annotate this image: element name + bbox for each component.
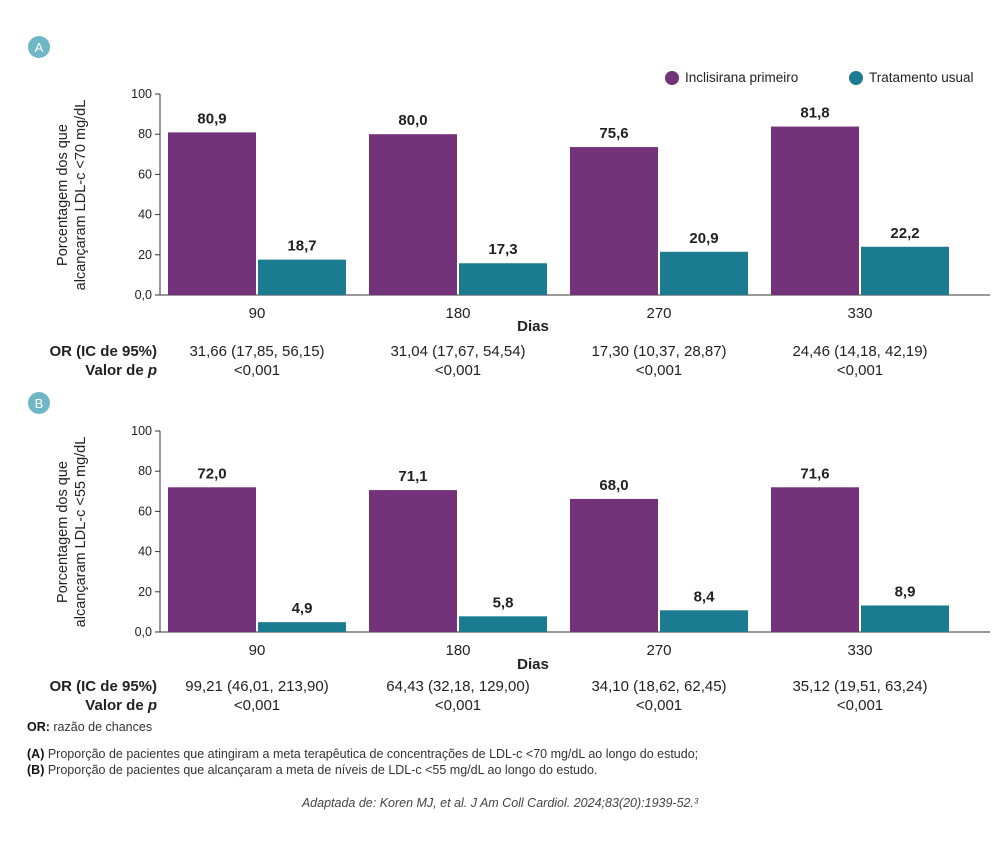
- panel-b-data-label-s1-90: 72,0: [197, 465, 226, 482]
- footnote-or: OR: razão de chances: [27, 720, 152, 734]
- panel-a-p-label: Valor de p: [85, 362, 157, 379]
- panel-a-badge-label: A: [35, 40, 44, 55]
- panel-b-data-label-s2-90: 4,9: [292, 600, 313, 617]
- panel-a-data-label-s2-90: 18,7: [287, 238, 316, 255]
- panel-a-ytick-label: 0,0: [135, 288, 152, 302]
- panel-b-ytick-label: 60: [138, 504, 152, 518]
- panel-b-or-value: 64,43 (32,18, 129,00): [386, 678, 529, 695]
- panel-a-xtick-label: 330: [847, 305, 872, 322]
- panel-b-xtick-label: 330: [847, 642, 872, 659]
- panel-a-bar-s1-90: [168, 132, 256, 295]
- panel-b-ytick-label: 80: [138, 464, 152, 478]
- panel-b-badge-label: B: [35, 396, 44, 411]
- legend-label-secondary: Tratamento usual: [869, 70, 974, 85]
- panel-a-p-value: <0,001: [435, 362, 481, 379]
- panel-a-or-value: 31,66 (17,85, 56,15): [189, 343, 324, 360]
- legend-label-primary: Inclisirana primeiro: [685, 70, 798, 85]
- panel-b-or-value: 99,21 (46,01, 213,90): [185, 678, 328, 695]
- panel-b-xtick-label: 90: [249, 642, 266, 659]
- legend-swatch-primary: [665, 71, 679, 85]
- panel-b-bar-s2-180: [459, 616, 547, 632]
- panel-a-data-label-s2-270: 20,9: [689, 230, 718, 247]
- panel-a-bar-s2-90: [258, 259, 346, 295]
- footnote-b-text: Proporção de pacientes que alcançaram a …: [44, 763, 598, 777]
- panel-b-data-label-s2-180: 5,8: [493, 594, 514, 611]
- panel-b-data-label-s2-330: 8,9: [895, 583, 916, 600]
- panel-a-or-value: 17,30 (10,37, 28,87): [591, 343, 726, 360]
- panel-b-ytick-label: 100: [131, 424, 152, 438]
- panel-b-bar-s2-90: [258, 622, 346, 632]
- panel-a-p-label-var: p: [147, 362, 157, 379]
- footnote-a-text: Proporção de pacientes que atingiram a m…: [44, 747, 699, 761]
- panel-a-bar-s1-330: [771, 126, 859, 295]
- footnote-or-text: razão de chances: [49, 720, 153, 734]
- panel-b-bar-s2-330: [861, 605, 949, 632]
- panel-b-xlabel: Dias: [517, 656, 549, 673]
- panel-b-bar-s1-330: [771, 487, 859, 632]
- panel-b-ytick-label: 20: [138, 585, 152, 599]
- panel-b-badge: [28, 392, 50, 414]
- panel-b-bar-s1-270: [570, 498, 658, 632]
- panel-a-xtick-label: 180: [445, 305, 470, 322]
- footnote-or-abbrev: OR:: [27, 720, 50, 734]
- panel-b-bar-s1-90: [168, 487, 256, 632]
- panel-a-data-label-s2-330: 22,2: [890, 225, 919, 242]
- panel-b-p-value: <0,001: [435, 697, 481, 714]
- panel-a-xtick-label: 90: [249, 305, 266, 322]
- panel-a-ytick-label: 100: [131, 87, 152, 101]
- panel-a-p-value: <0,001: [636, 362, 682, 379]
- panel-b-data-label-s2-270: 8,4: [694, 588, 716, 605]
- source-citation: Adaptada de: Koren MJ, et al. J Am Coll …: [301, 796, 699, 810]
- panel-b-data-label-s1-270: 68,0: [599, 477, 628, 494]
- panel-a-xtick-label: 270: [646, 305, 671, 322]
- panel-a-bar-s1-180: [369, 134, 457, 295]
- panel-b-ylabel-line2: alcançaram LDL-c <55 mg/dL: [73, 437, 89, 628]
- panel-a-bar-s2-330: [861, 246, 949, 295]
- legend-swatch-secondary: [849, 71, 863, 85]
- panel-a-data-label-s1-180: 80,0: [398, 112, 427, 129]
- panel-b-ylabel-line1: Porcentagem dos que: [55, 461, 71, 603]
- panel-b-ytick-label: 0,0: [135, 625, 152, 639]
- panel-a-or-value: 24,46 (14,18, 42,19): [792, 343, 927, 360]
- panel-b-bar-s1-180: [369, 490, 457, 632]
- panel-a-or-label: OR (IC de 95%): [49, 343, 157, 360]
- panel-b-or-label: OR (IC de 95%): [49, 678, 157, 695]
- panel-b-data-label-s1-330: 71,6: [800, 465, 829, 482]
- panel-b-bar-s2-270: [660, 610, 748, 632]
- panel-b-or-value: 35,12 (19,51, 63,24): [792, 678, 927, 695]
- panel-b-or-value: 34,10 (18,62, 62,45): [591, 678, 726, 695]
- panel-a-bar-s1-270: [570, 147, 658, 295]
- panel-a-ylabel-line1: Porcentagem dos que: [55, 124, 71, 266]
- footnote-b-label: (B): [27, 763, 45, 777]
- panel-b-p-value: <0,001: [837, 697, 883, 714]
- footnote-a-label: (A): [27, 747, 45, 761]
- panel-a-data-label-s1-330: 81,8: [800, 105, 829, 122]
- panel-a-ytick-label: 40: [138, 208, 152, 222]
- panel-a-ytick-label: 60: [138, 167, 152, 181]
- panel-b-xtick-label: 270: [646, 642, 671, 659]
- panel-b-xtick-label: 180: [445, 642, 470, 659]
- panel-b-p-value: <0,001: [636, 697, 682, 714]
- footnote-a: (A) Proporção de pacientes que atingiram…: [27, 747, 698, 761]
- panel-b-p-label: Valor de p: [85, 697, 157, 714]
- panel-b-ytick-label: 40: [138, 545, 152, 559]
- panel-b-p-label-var: p: [147, 697, 157, 714]
- panel-a-p-value: <0,001: [837, 362, 883, 379]
- footnote-b: (B) Proporção de pacientes que alcançara…: [27, 763, 597, 777]
- panel-a-ytick-label: 20: [138, 248, 152, 262]
- panel-a-p-value: <0,001: [234, 362, 280, 379]
- panel-b-data-label-s1-180: 71,1: [398, 468, 427, 485]
- panel-a-bar-s2-180: [459, 263, 547, 295]
- panel-a-data-label-s1-90: 80,9: [197, 110, 226, 127]
- panel-a-xlabel: Dias: [517, 318, 549, 335]
- panel-a-data-label-s2-180: 17,3: [488, 241, 517, 258]
- panel-a-ytick-label: 80: [138, 127, 152, 141]
- panel-a-data-label-s1-270: 75,6: [599, 125, 628, 142]
- panel-a-badge: [28, 36, 50, 58]
- panel-a-bar-s2-270: [660, 251, 748, 295]
- panel-b-p-value: <0,001: [234, 697, 280, 714]
- panel-a-ylabel-line2: alcançaram LDL-c <70 mg/dL: [73, 100, 89, 291]
- panel-a-or-value: 31,04 (17,67, 54,54): [390, 343, 525, 360]
